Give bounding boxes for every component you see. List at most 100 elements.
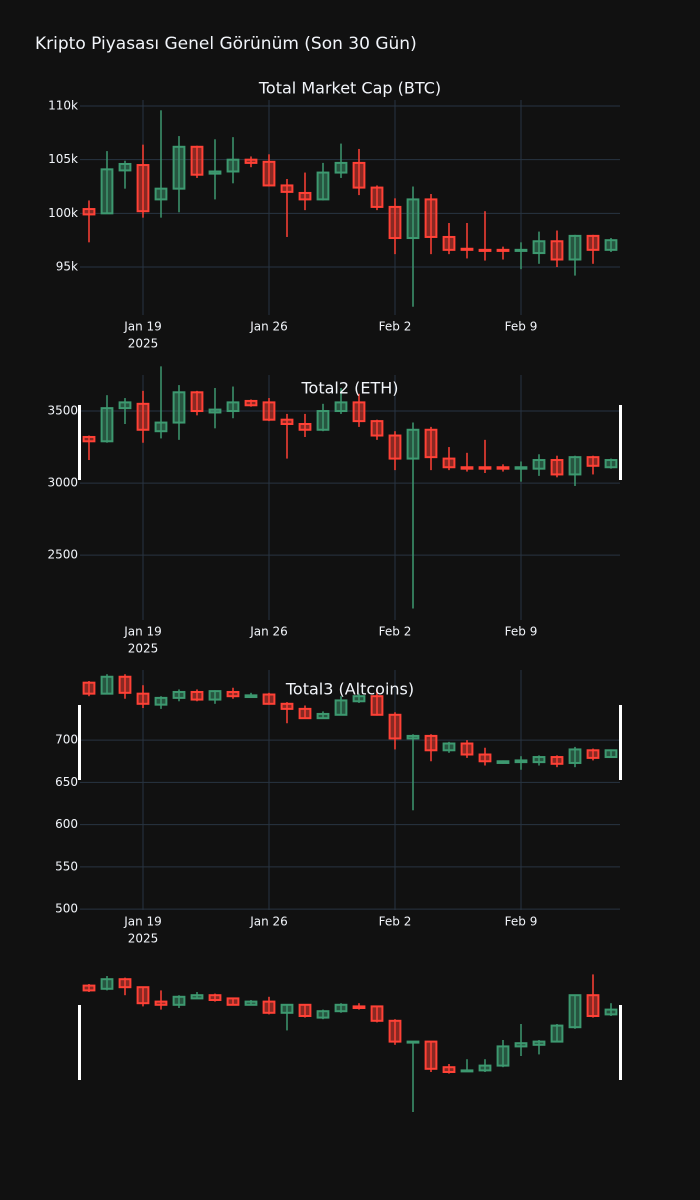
x-tick-label: Feb 9 bbox=[505, 915, 538, 929]
candle-body bbox=[424, 428, 438, 459]
candle-body bbox=[298, 1003, 312, 1017]
candle-body bbox=[100, 407, 114, 443]
page-title: Kripto Piyasası Genel Görünüm (Son 30 Gü… bbox=[35, 34, 417, 54]
candle-body bbox=[262, 401, 276, 421]
candle-body bbox=[352, 1005, 366, 1010]
candle-body bbox=[568, 748, 582, 764]
candle-body bbox=[496, 466, 510, 470]
candle-body bbox=[388, 713, 402, 740]
x-tick-label: Feb 2 bbox=[379, 915, 412, 929]
candle-body bbox=[406, 1040, 420, 1044]
x-year-label: 2025 bbox=[128, 642, 159, 656]
y-tick-label: 550 bbox=[55, 859, 78, 873]
candle-body bbox=[586, 456, 600, 467]
y-tick-label: 110k bbox=[48, 99, 78, 113]
candle-body bbox=[496, 248, 510, 252]
candle-body bbox=[370, 1005, 384, 1022]
panel-title: Total2 (ETH) bbox=[300, 379, 398, 398]
candle-body bbox=[586, 234, 600, 251]
y-tick-label: 500 bbox=[55, 902, 78, 916]
candle-body bbox=[118, 675, 132, 694]
candle-body bbox=[118, 978, 132, 989]
y-tick-label: 700 bbox=[55, 733, 78, 747]
candle-body bbox=[190, 994, 204, 1000]
candle-body bbox=[586, 749, 600, 759]
candle-body bbox=[460, 466, 474, 470]
candle-body bbox=[514, 466, 528, 470]
candle-body bbox=[532, 459, 546, 470]
candle-body bbox=[586, 994, 600, 1018]
candle-body bbox=[442, 742, 456, 752]
candle-body bbox=[244, 694, 258, 699]
candle-body bbox=[352, 695, 366, 703]
candle-body bbox=[118, 401, 132, 410]
candle-body bbox=[136, 986, 150, 1005]
candle-body bbox=[136, 164, 150, 213]
candle-body bbox=[298, 423, 312, 431]
candle-body bbox=[172, 145, 186, 190]
candle-body bbox=[352, 401, 366, 423]
candle-body bbox=[334, 161, 348, 174]
candle-body bbox=[244, 1000, 258, 1006]
edge-bar bbox=[78, 405, 81, 480]
candle-body bbox=[496, 760, 510, 764]
candle-body bbox=[514, 759, 528, 764]
candle-body bbox=[82, 208, 96, 216]
candle-body bbox=[568, 456, 582, 476]
candle-body bbox=[406, 734, 420, 740]
candle-body bbox=[316, 171, 330, 201]
candle-body bbox=[604, 1008, 618, 1016]
candle-body bbox=[460, 1069, 474, 1073]
candle-body bbox=[154, 187, 168, 201]
candle-body bbox=[244, 399, 258, 407]
candle-body bbox=[334, 699, 348, 716]
candle-body bbox=[424, 734, 438, 752]
candle-body bbox=[298, 707, 312, 720]
candle-body bbox=[388, 205, 402, 240]
candle-body bbox=[226, 690, 240, 698]
candle-body bbox=[100, 168, 114, 215]
x-tick-label: Jan 19 bbox=[123, 915, 162, 929]
candle-body bbox=[370, 420, 384, 437]
candle-body bbox=[478, 1064, 492, 1072]
y-tick-label: 2500 bbox=[47, 548, 78, 562]
x-year-label: 2025 bbox=[128, 932, 159, 946]
candle-body bbox=[316, 1010, 330, 1019]
candle-body bbox=[316, 712, 330, 720]
x-tick-label: Jan 26 bbox=[249, 320, 288, 334]
candle-body bbox=[244, 158, 258, 164]
candle-body bbox=[262, 1000, 276, 1014]
x-tick-label: Jan 26 bbox=[249, 625, 288, 639]
candle-body bbox=[262, 693, 276, 705]
candle-body bbox=[136, 402, 150, 431]
candle-body bbox=[604, 459, 618, 469]
candle-body bbox=[190, 145, 204, 176]
candle-body bbox=[82, 681, 96, 695]
candle-body bbox=[136, 692, 150, 705]
candle-body bbox=[478, 466, 492, 470]
candle-body bbox=[568, 994, 582, 1029]
candle-body bbox=[208, 170, 222, 175]
panels: 95k 100k 105k 110k Jan 19 2025 Jan 26 Feb 2 Feb … bbox=[47, 79, 620, 1112]
candle-body bbox=[550, 240, 564, 261]
candle-body bbox=[208, 690, 222, 701]
candle-body bbox=[406, 198, 420, 240]
candle-body bbox=[604, 749, 618, 759]
candle-body bbox=[532, 756, 546, 764]
candle-body bbox=[226, 997, 240, 1006]
candle-body bbox=[568, 234, 582, 261]
panel-title: Total Market Cap (BTC) bbox=[258, 79, 441, 98]
candle-body bbox=[514, 1042, 528, 1048]
candle-body bbox=[154, 696, 168, 706]
candle-body bbox=[226, 158, 240, 173]
candle-body bbox=[352, 161, 366, 189]
x-tick-label: Feb 2 bbox=[379, 625, 412, 639]
candle-body bbox=[442, 235, 456, 251]
x-tick-label: Jan 19 bbox=[123, 625, 162, 639]
y-tick-label: 95k bbox=[56, 260, 78, 274]
candle-body bbox=[424, 1040, 438, 1070]
edge-bar bbox=[619, 1005, 622, 1080]
candle-body bbox=[406, 428, 420, 460]
candle-body bbox=[496, 1045, 510, 1067]
